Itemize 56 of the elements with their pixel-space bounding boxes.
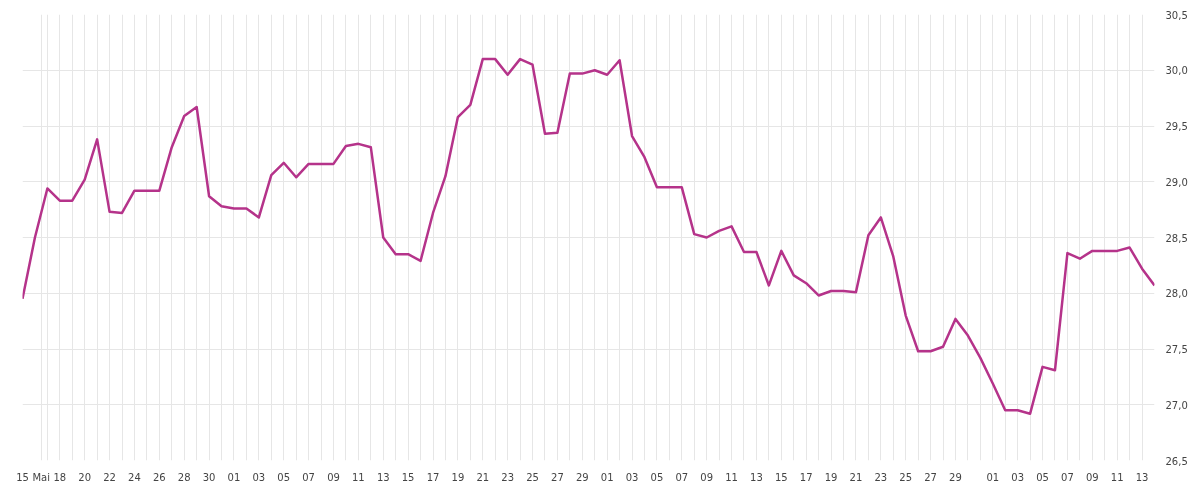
x-tick-label: 09 (327, 471, 340, 483)
x-tick-label: 15 (401, 471, 415, 483)
y-tick-label: 29,0 (1165, 176, 1188, 188)
x-tick-label: 18 (53, 471, 67, 483)
x-tick-label: 19 (824, 471, 838, 483)
x-tick-label: 19 (451, 471, 465, 483)
x-tick-label: 05 (277, 471, 291, 483)
x-tick-label: 21 (849, 471, 863, 483)
line-series (22, 57, 1155, 415)
x-tick-label: 23 (874, 471, 888, 483)
y-tick-label: 27,5 (1165, 344, 1188, 355)
y-tick-label: 27,0 (1165, 399, 1188, 411)
x-tick-label: 17 (799, 471, 813, 483)
x-tick-label: 07 (675, 471, 689, 483)
x-tick-label: 15 (16, 471, 29, 483)
y-tick-label: 28,0 (1165, 288, 1188, 300)
x-tick-label: 21 (476, 471, 490, 483)
x-tick-label: 27 (924, 471, 937, 483)
x-tick-label: 13 (750, 471, 763, 483)
x-tick-label: 30 (202, 471, 216, 483)
x-tick-label: 11 (1110, 471, 1124, 483)
y-tick-label: 30,5 (1165, 9, 1188, 21)
x-tick-label: 03 (252, 471, 266, 483)
y-tick-label: 26,5 (1165, 455, 1188, 467)
x-tick-label: 11 (352, 471, 365, 483)
x-tick-label: 01 (227, 471, 241, 483)
x-tick-label: 28 (177, 471, 191, 483)
x-tick-label: 13 (376, 471, 390, 483)
x-tick-label: 13 (1135, 471, 1149, 483)
x-tick-label: 05 (650, 471, 664, 483)
y-tick-label: 28,5 (1165, 232, 1188, 244)
x-tick-label: 03 (625, 471, 639, 483)
x-tick-label: 05 (1036, 471, 1049, 483)
x-tick-label: 09 (1085, 471, 1099, 483)
x-tick-label: 09 (700, 471, 714, 483)
x-tick-label: 29 (949, 471, 962, 483)
x-tick-label: 03 (1011, 471, 1025, 483)
x-tick-label: 07 (302, 471, 315, 483)
x-tick-label: 23 (501, 471, 515, 483)
x-tick-label: 11 (725, 471, 738, 483)
x-tick-label: 25 (526, 471, 539, 483)
x-tick-label: 01 (600, 471, 614, 483)
x-tick-label: 24 (128, 471, 141, 483)
x-tick-label: 15 (774, 471, 788, 483)
x-tick-label: 22 (103, 471, 116, 483)
x-tick-label: 01 (986, 471, 1000, 483)
x-tick-label: 20 (78, 471, 92, 483)
y-tick-label: 30,0 (1165, 65, 1188, 77)
x-tick-label: 17 (426, 471, 440, 483)
x-tick-label: 25 (899, 471, 913, 483)
x-tick-label: Mai (32, 471, 50, 483)
y-tick-label: 29,5 (1165, 121, 1188, 132)
x-tick-label: 07 (1061, 471, 1074, 483)
x-tick-label: 26 (152, 471, 166, 483)
x-tick-label: 27 (551, 471, 564, 483)
x-tick-label: 29 (575, 471, 589, 483)
